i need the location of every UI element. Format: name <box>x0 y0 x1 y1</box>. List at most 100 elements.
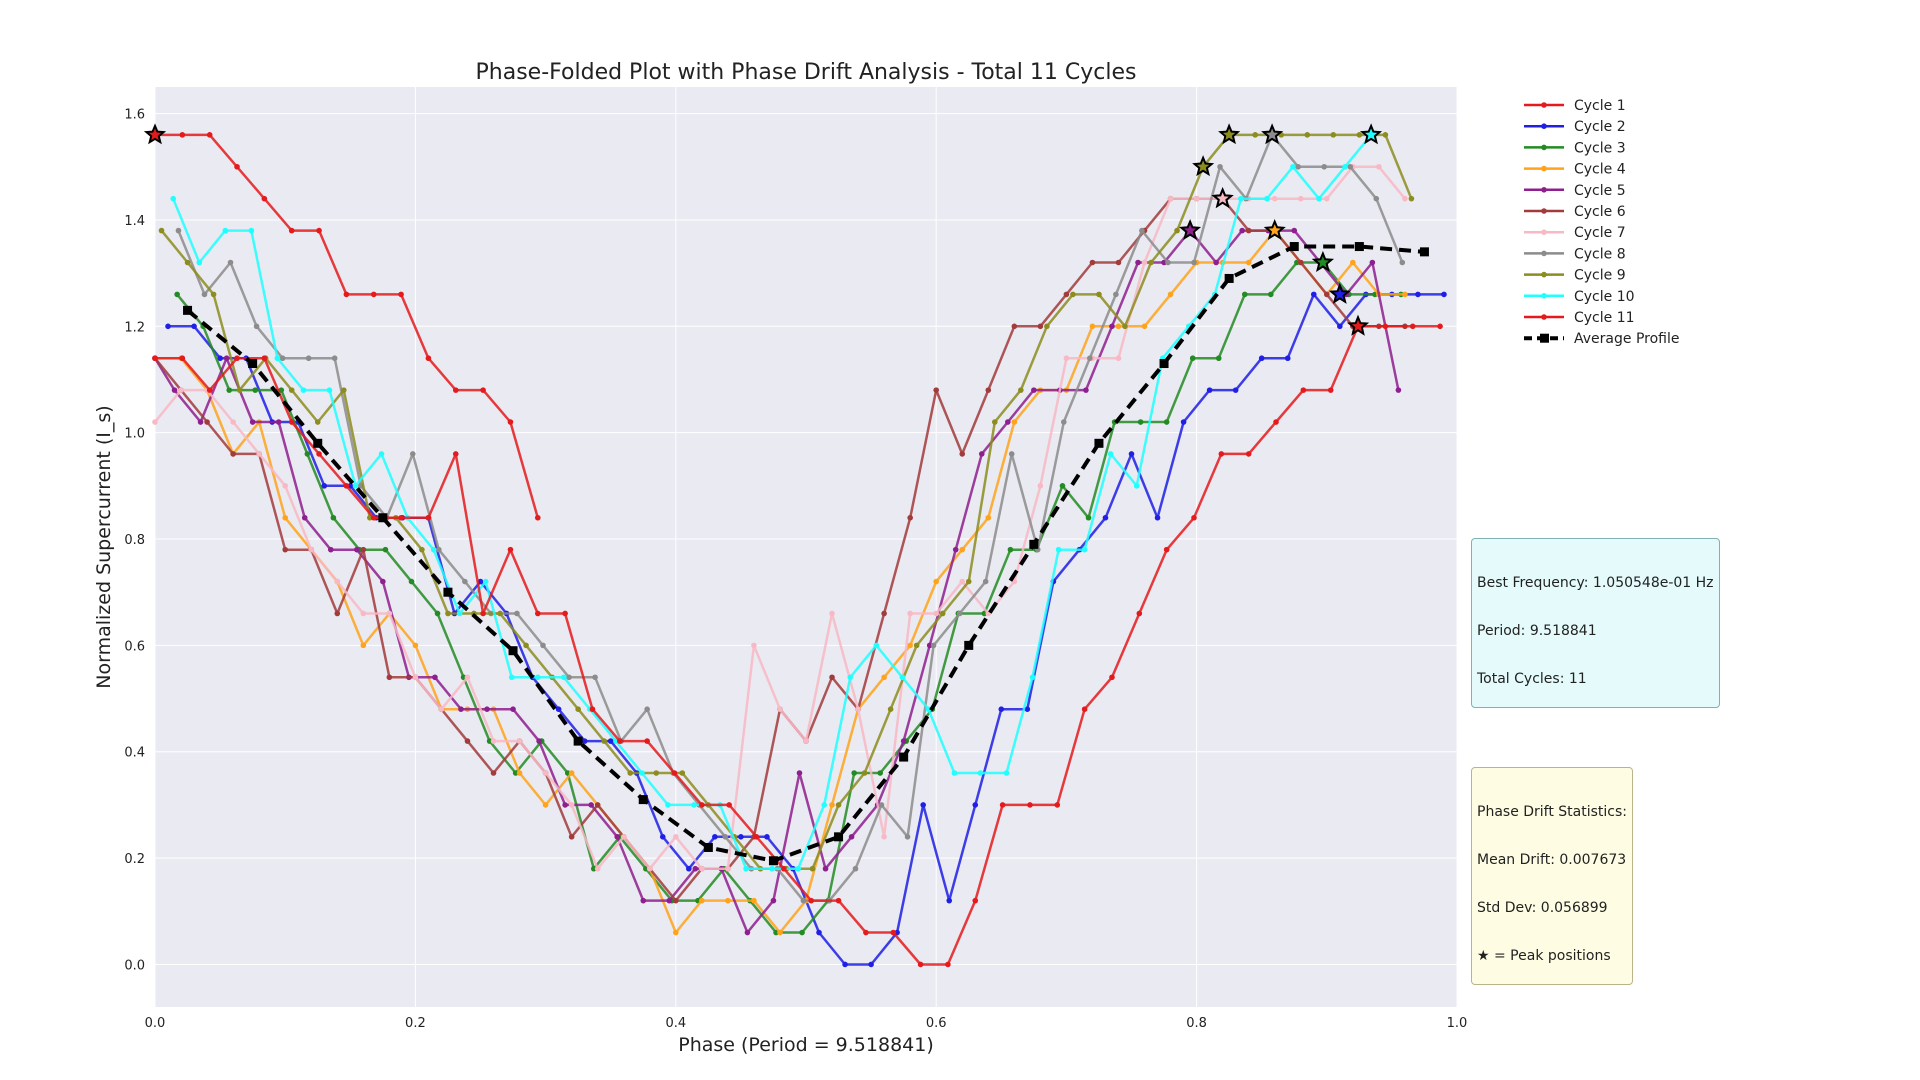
data-point <box>1441 291 1447 298</box>
data-point <box>644 706 650 712</box>
data-point <box>601 738 607 744</box>
data-point <box>977 770 984 776</box>
data-point <box>484 706 490 712</box>
series-line <box>177 133 1404 902</box>
data-point <box>1085 514 1092 521</box>
data-point <box>562 802 568 808</box>
data-point <box>1159 359 1169 369</box>
series-cycle-11 <box>152 323 1443 968</box>
data-point <box>877 770 884 776</box>
data-point <box>1304 132 1311 138</box>
data-point <box>592 674 598 681</box>
data-point <box>562 610 568 617</box>
data-point <box>316 451 322 457</box>
x-tick-label: 0.4 <box>665 1016 686 1031</box>
data-point <box>314 419 321 425</box>
data-point <box>1290 163 1296 170</box>
data-point <box>352 483 359 489</box>
data-point <box>456 610 463 617</box>
data-point <box>982 578 989 585</box>
peak-star-marker <box>143 123 167 145</box>
data-point <box>568 770 575 776</box>
data-point <box>686 865 692 872</box>
data-point <box>933 578 939 585</box>
data-point <box>249 419 256 425</box>
data-point <box>743 865 749 872</box>
data-point <box>926 642 933 649</box>
data-point <box>930 642 937 649</box>
data-point <box>1063 291 1070 298</box>
y-tick-label: 1.6 <box>124 108 145 123</box>
data-point <box>443 587 453 597</box>
data-point <box>234 355 240 362</box>
data-point <box>821 802 828 808</box>
legend-label: Average Profile <box>1574 331 1679 347</box>
data-point <box>327 546 334 553</box>
data-point <box>1271 195 1278 202</box>
legend-label: Cycle 3 <box>1574 140 1626 156</box>
data-point <box>1109 674 1115 681</box>
data-point <box>197 419 204 425</box>
data-point <box>881 834 887 840</box>
legend-label: Cycle 2 <box>1574 119 1626 135</box>
data-point <box>486 738 493 744</box>
data-point <box>1109 323 1115 330</box>
x-tick-label: 0.6 <box>926 1016 947 1031</box>
data-point <box>1037 323 1044 330</box>
data-point <box>1297 259 1304 266</box>
data-point <box>1284 355 1291 362</box>
legend: Cycle 1 Cycle 2 Cycle 3 Cycle 4 Cycle 5 Cycle… <box>1524 98 1679 347</box>
data-point <box>234 163 240 170</box>
data-point <box>434 610 441 617</box>
data-point <box>282 514 289 521</box>
data-point <box>638 795 648 805</box>
data-point <box>1409 323 1416 330</box>
data-point <box>425 355 432 362</box>
x-tick-label: 0.2 <box>405 1016 426 1031</box>
data-point <box>301 514 308 521</box>
data-point <box>1402 291 1408 298</box>
data-point <box>1148 259 1154 266</box>
data-point <box>412 674 419 681</box>
data-point <box>1122 323 1128 330</box>
data-point <box>398 514 404 521</box>
data-point <box>1044 323 1050 330</box>
data-point <box>1373 195 1380 202</box>
data-point <box>945 961 951 968</box>
data-point <box>764 834 770 840</box>
data-point <box>534 674 541 681</box>
data-point <box>288 419 295 425</box>
data-point <box>261 195 268 202</box>
data-point <box>809 865 816 872</box>
data-point <box>334 578 341 585</box>
data-point <box>430 546 437 553</box>
data-point <box>432 674 438 681</box>
data-point <box>829 610 835 617</box>
data-point <box>1382 132 1389 138</box>
data-point <box>1327 387 1334 393</box>
data-point <box>1330 132 1337 138</box>
peak-star-marker <box>1218 123 1241 145</box>
legend-label: Cycle 6 <box>1574 204 1626 220</box>
data-point <box>627 770 634 776</box>
data-point <box>671 770 678 776</box>
data-point <box>1063 355 1070 362</box>
data-point <box>952 546 959 553</box>
data-point <box>497 610 503 617</box>
data-point <box>799 929 805 936</box>
data-point <box>998 706 1005 712</box>
data-point <box>1382 323 1389 330</box>
data-point <box>1289 242 1299 252</box>
data-point <box>1273 419 1279 425</box>
data-point <box>575 706 581 712</box>
data-point <box>534 514 541 521</box>
series-line <box>155 325 1441 966</box>
y-tick-label: 0.6 <box>124 639 145 654</box>
data-point <box>1189 355 1196 362</box>
data-point <box>852 865 859 872</box>
data-point <box>933 387 939 393</box>
data-point <box>183 305 193 315</box>
data-point <box>835 802 842 808</box>
legend-label: Cycle 5 <box>1574 183 1626 199</box>
